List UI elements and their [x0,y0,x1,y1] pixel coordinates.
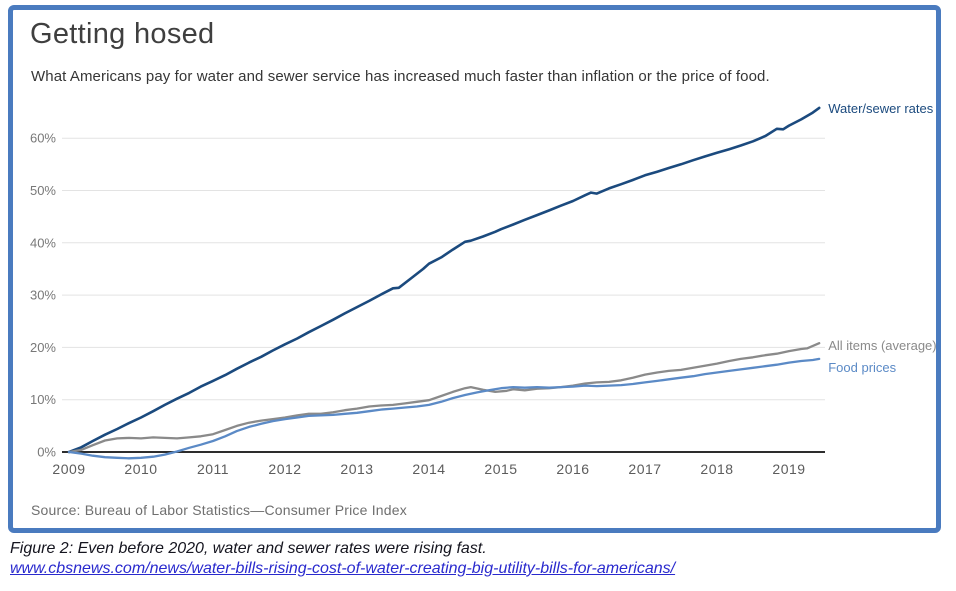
y-tick-label-10: 10% [30,392,56,407]
x-tick-label-2015: 2015 [484,461,517,477]
figure-caption: Figure 2: Even before 2020, water and se… [10,540,487,557]
figure-caption-link[interactable]: www.cbsnews.com/news/water-bills-rising-… [10,560,676,577]
y-tick-label-60: 60% [30,131,56,146]
x-tick-label-2016: 2016 [556,461,589,477]
y-tick-label-50: 50% [30,183,56,198]
x-tick-label-2010: 2010 [124,461,157,477]
chart-subtitle: What Americans pay for water and sewer s… [31,68,770,85]
series-label-water-sewer-rates: Water/sewer rates [828,101,933,116]
chart-source: Source: Bureau of Labor Statistics—Consu… [31,502,407,518]
chart-title: Getting hosed [30,18,215,50]
x-tick-label-2018: 2018 [700,461,733,477]
figure-box: Getting hosed What Americans pay for wat… [8,5,941,533]
x-tick-label-2009: 2009 [52,461,85,477]
line-chart: 0% 10% 20% 30% 40% 50% 60% 2009 2010 2011 2012 2013… [30,101,937,477]
y-tick-label-20: 20% [30,340,56,355]
y-tick-label-40: 40% [30,235,56,250]
x-tick-label-2017: 2017 [628,461,661,477]
series-line-food-prices [67,357,821,460]
x-tick-label-2011: 2011 [197,461,229,477]
x-tick-label-2014: 2014 [412,461,445,477]
x-tick-label-2019: 2019 [772,461,805,477]
series-label-food-prices: Food prices [828,360,896,375]
x-tick-label-2013: 2013 [340,461,373,477]
y-tick-label-30: 30% [30,288,56,303]
x-tick-label-2012: 2012 [268,461,301,477]
series-label-all-items-average: All items (average) [828,338,936,353]
series-line-water-sewer-rates [67,106,821,454]
y-tick-label-0: 0% [37,445,56,460]
series-line-all-items-average [67,342,821,454]
